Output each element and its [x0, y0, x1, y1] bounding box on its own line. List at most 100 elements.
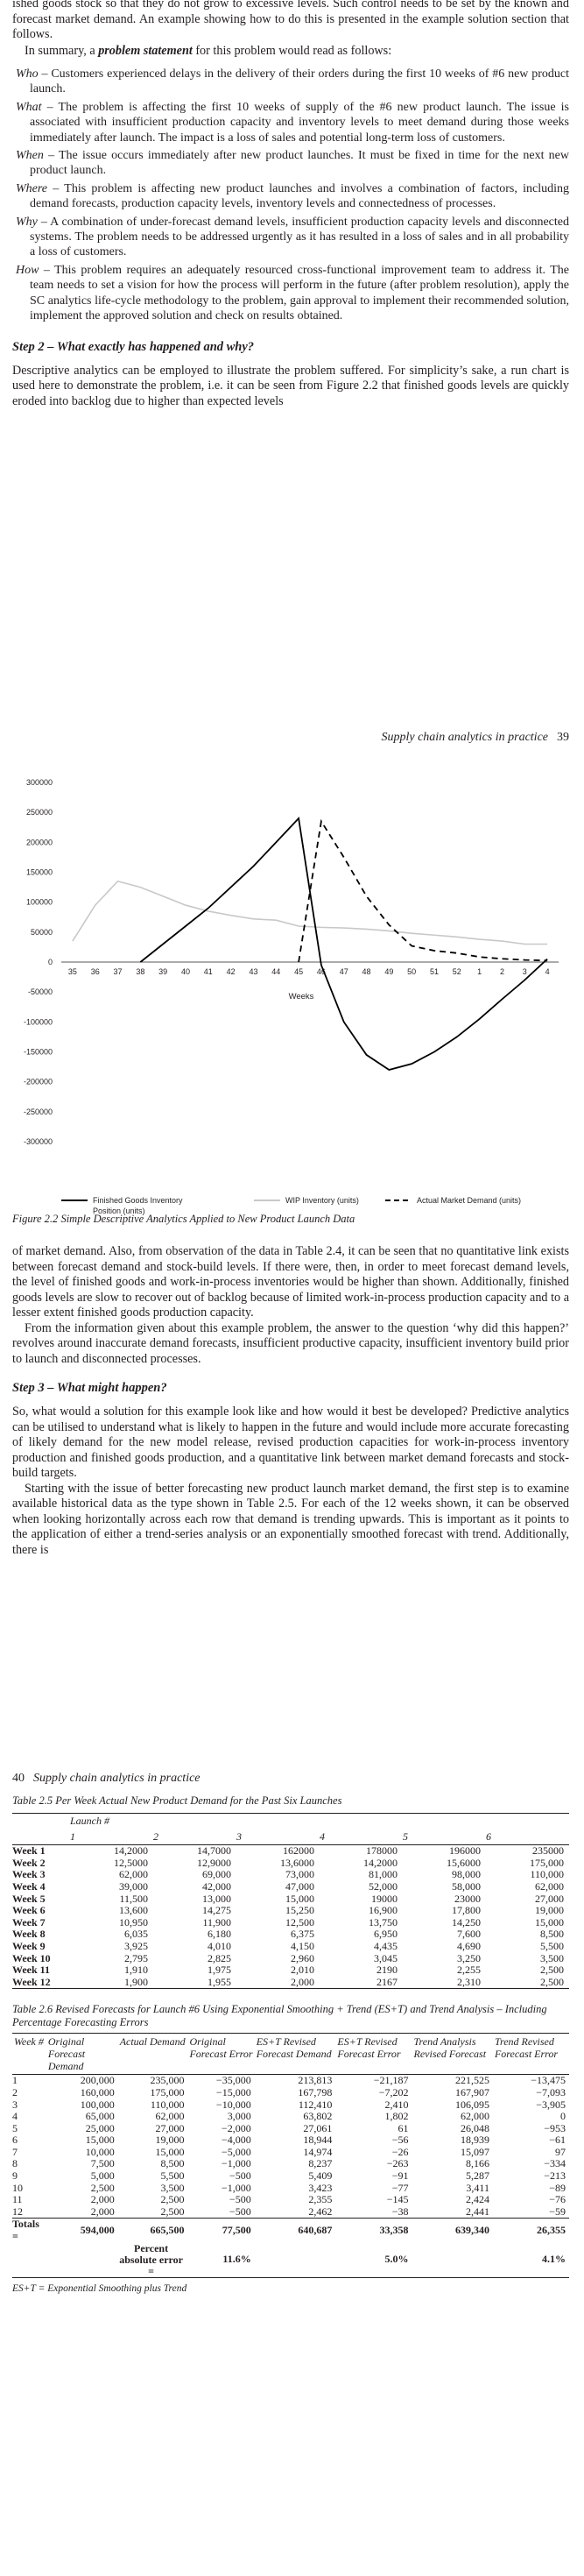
demand-cell: 23000 — [454, 1892, 481, 1905]
table-row: 11 2,000 2,500 −500 2,355 −145 2,424 −76 — [12, 2194, 569, 2206]
launch-col-header: 3 — [236, 1829, 242, 1843]
y-tick-label: 0 — [48, 958, 53, 966]
demand-cell: 6,035 — [124, 1928, 148, 1941]
demand-cell: 6,180 — [208, 1928, 231, 1941]
demand-cell: 39,000 — [119, 1879, 148, 1893]
demand-cell: 2,960 — [291, 1951, 314, 1964]
table-row: 8 7,500 8,500 −1,000 8,237 −263 8,166 −334 — [12, 2158, 569, 2170]
x-tick-label: 2 — [500, 967, 504, 976]
table-2-6-col-header: Trend Revised Forecast Error — [494, 2035, 559, 2061]
week-number: 5 — [12, 2121, 18, 2134]
definition-what: What – The problem is affecting the firs… — [16, 100, 569, 145]
week-label: Week 7 — [12, 1915, 46, 1928]
forecast-cell: 200,000 — [80, 2074, 115, 2087]
launch-col-header: 2 — [153, 1829, 158, 1843]
forecast-cell: −1,000 — [221, 2157, 251, 2170]
demand-cell: 15,6000 — [447, 1856, 481, 1869]
demand-cell: 7,600 — [457, 1928, 481, 1941]
forecast-cell: 65,000 — [85, 2110, 115, 2123]
forecast-cell: 62,000 — [460, 2110, 489, 2123]
table-2-6: Week # Original Forecast Demand Actual Dem… — [12, 2033, 569, 2278]
y-tick-label: 300000 — [26, 778, 53, 787]
demand-cell: 42,000 — [202, 1879, 231, 1893]
week-number: 8 — [12, 2157, 18, 2170]
table-row: 12 2,000 2,500 −500 2,462 −38 2,441 −59 — [12, 2204, 569, 2219]
demand-cell: 2,825 — [208, 1951, 231, 1964]
forecast-cell: −61 — [549, 2134, 566, 2147]
percent-error-label: Percent absolute error = — [119, 2241, 183, 2277]
demand-cell: 98,000 — [452, 1868, 481, 1881]
demand-cell: 2190 — [376, 1964, 398, 1977]
total-cell: 639,340 — [454, 2224, 489, 2237]
week-number: 12 — [12, 2204, 23, 2218]
y-tick-label: -250000 — [24, 1108, 53, 1116]
x-tick-label: 39 — [158, 967, 167, 976]
demand-cell: 14,275 — [202, 1904, 231, 1917]
week-label: Week 2 — [12, 1856, 46, 1869]
x-tick-label: 37 — [114, 967, 123, 976]
step2-paragraph: Descriptive analytics can be employed to… — [12, 363, 569, 408]
x-tick-label: 52 — [453, 967, 461, 976]
forecast-cell: 8,237 — [308, 2157, 333, 2170]
demand-cell: 3,045 — [374, 1951, 398, 1964]
forecast-cell: 19,000 — [155, 2134, 185, 2147]
x-tick-label: 46 — [317, 967, 326, 976]
forecast-cell: −77 — [391, 2181, 409, 2194]
paragraph-market-demand: of market demand. Also, from observation… — [12, 1244, 569, 1320]
forecast-cell: 0 — [560, 2110, 566, 2123]
table-row: 3 100,000 110,000 −10,000 112,410 2,410 106,09… — [12, 2098, 569, 2112]
forecast-cell: 235,000 — [150, 2074, 185, 2087]
forecast-cell: 1,802 — [384, 2110, 409, 2123]
forecast-cell: −10,000 — [215, 2098, 251, 2111]
x-axis-title: Weeks — [289, 992, 314, 1001]
forecast-cell: 7,500 — [90, 2157, 115, 2170]
demand-cell: 14,7000 — [197, 1844, 231, 1858]
x-tick-label: 40 — [181, 967, 190, 976]
x-tick-label: 4 — [545, 967, 550, 976]
demand-cell: 69,000 — [202, 1868, 231, 1881]
table-2-6-col-header: Original Forecast Demand — [47, 2035, 86, 2073]
forecast-cell: 5,500 — [160, 2169, 185, 2183]
demand-cell: 8,500 — [540, 1928, 564, 1941]
week-label: Week 3 — [12, 1868, 46, 1881]
forecast-cell: −21,187 — [373, 2074, 409, 2087]
week-label: Week 4 — [12, 1879, 46, 1893]
total-cell: 665,500 — [150, 2224, 185, 2237]
week-label: Week 6 — [12, 1904, 46, 1917]
forecast-cell: 18,939 — [460, 2134, 489, 2147]
table-row: 10 2,500 3,500 −1,000 3,423 −77 3,411 −89 — [12, 2181, 569, 2195]
demand-cell: 19,000 — [535, 1904, 564, 1917]
definition-how: How – This problem requires an adequatel… — [16, 263, 569, 323]
demand-cell: 62,000 — [119, 1868, 148, 1881]
forecast-cell: 213,813 — [298, 2074, 333, 2087]
percent-error-cell: 5.0% — [384, 2253, 409, 2266]
forecast-cell: 167,798 — [298, 2085, 333, 2098]
forecast-cell: −7,093 — [536, 2085, 566, 2098]
legend-label: Finished Goods Inventory Position (units) — [93, 1196, 183, 1215]
x-tick-label: 42 — [227, 967, 236, 976]
forecast-cell: −35,000 — [215, 2074, 251, 2087]
forecast-cell: 26,048 — [460, 2121, 489, 2134]
forecast-cell: 14,974 — [303, 2145, 333, 2158]
table-row: 5 25,000 27,000 −2,000 27,061 61 26,048 −953 — [12, 2121, 569, 2135]
forecast-cell: −13,475 — [531, 2074, 566, 2087]
page-number: 40 — [12, 1772, 25, 1785]
demand-cell: 62,000 — [535, 1879, 564, 1893]
demand-cell: 4,010 — [208, 1939, 231, 1952]
forecast-cell: 63,802 — [303, 2110, 333, 2123]
definition-why: Why – A combination of under-forecast de… — [16, 215, 569, 259]
table-row: Week 6 13,600 14,275 15,250 16,900 17,800 19,0… — [12, 1905, 569, 1917]
page-40: 40 Supply chain analytics in practice Tab… — [0, 1735, 584, 2576]
demand-cell: 13,750 — [369, 1915, 398, 1928]
demand-cell: 178000 — [366, 1844, 398, 1858]
forecast-cell: 2,462 — [308, 2204, 333, 2218]
table-row: Week 12 1,900 1,955 2,000 2167 2,310 2,500 — [12, 1975, 569, 1989]
launch-col-header: 5 — [403, 1829, 408, 1843]
demand-cell: 235000 — [532, 1844, 564, 1858]
forecast-cell: 2,500 — [160, 2204, 185, 2218]
forecast-cell: 3,500 — [160, 2181, 185, 2194]
page-38-fragment: ished goods stock so that they do not gr… — [0, 0, 584, 631]
week-number: 7 — [12, 2145, 18, 2158]
demand-cell: 2,500 — [540, 1975, 564, 1988]
forecast-cell: −263 — [386, 2157, 409, 2170]
